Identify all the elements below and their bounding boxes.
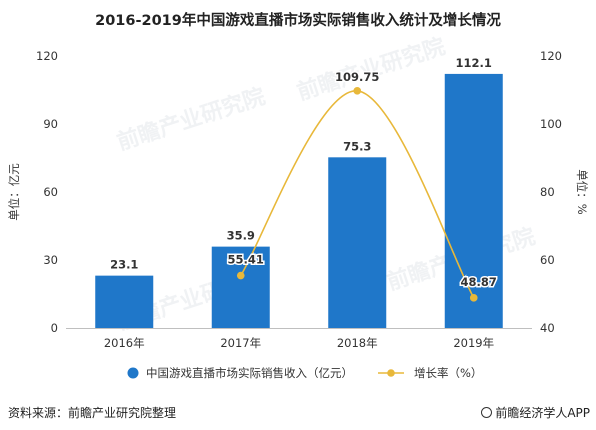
y2-tick-label: 80: [540, 185, 555, 199]
y-tick-label: 30: [43, 253, 58, 267]
source-note: 资料来源：前瞻产业研究院整理: [8, 406, 177, 420]
bar-value-label: 35.9: [227, 229, 255, 243]
growth-value-label: 55.41: [228, 253, 264, 267]
y-tick-label: 0: [51, 321, 58, 335]
bar-value-label: 112.1: [456, 56, 492, 70]
growth-point: [236, 271, 245, 280]
x-tick-label: 2017年: [220, 336, 261, 350]
bar: [444, 73, 503, 328]
legend-line-label: 增长率（%）: [414, 366, 482, 380]
chart: 前瞻产业研究院前瞻产业研究院前瞻产业研究院前瞻产业研究院030609012040…: [7, 33, 589, 380]
chart-title: 2016-2019年中国游戏直播市场实际销售收入统计及增长情况: [95, 13, 501, 29]
y2-tick-label: 120: [540, 49, 562, 63]
y-tick-label: 120: [36, 49, 58, 63]
y2-tick-label: 100: [540, 117, 562, 131]
y2-tick-label: 60: [540, 253, 555, 267]
x-tick-label: 2018年: [337, 336, 378, 350]
brand-logo-icon: [481, 407, 493, 418]
growth-value-label: 109.75: [335, 70, 379, 84]
legend-bar-label: 中国游戏直播市场实际销售收入（亿元）: [146, 366, 353, 380]
bar-value-label: 75.3: [343, 139, 371, 153]
y-axis-title: 单位：亿元: [7, 163, 21, 221]
y2-axis-title: 单位：%: [575, 169, 589, 214]
watermark-text: 前瞻产业研究院: [114, 83, 269, 155]
growth-value-label: 48.87: [461, 275, 497, 289]
legend-line-point: [387, 369, 395, 377]
growth-point: [353, 87, 362, 95]
brand-credit: 前瞻经济学人APP: [481, 404, 590, 421]
growth-point: [469, 294, 478, 302]
y-tick-label: 90: [43, 117, 58, 131]
legend-bar-marker: [127, 367, 139, 379]
x-tick-label: 2016年: [104, 336, 145, 350]
bar: [328, 157, 387, 328]
bar: [211, 246, 270, 328]
y2-tick-label: 40: [540, 321, 555, 335]
x-tick-label: 2019年: [453, 336, 494, 350]
bar: [95, 275, 154, 328]
bar-value-label: 23.1: [110, 258, 138, 272]
brand-text: 前瞻经济学人APP: [495, 406, 590, 420]
y-tick-label: 60: [43, 185, 58, 199]
